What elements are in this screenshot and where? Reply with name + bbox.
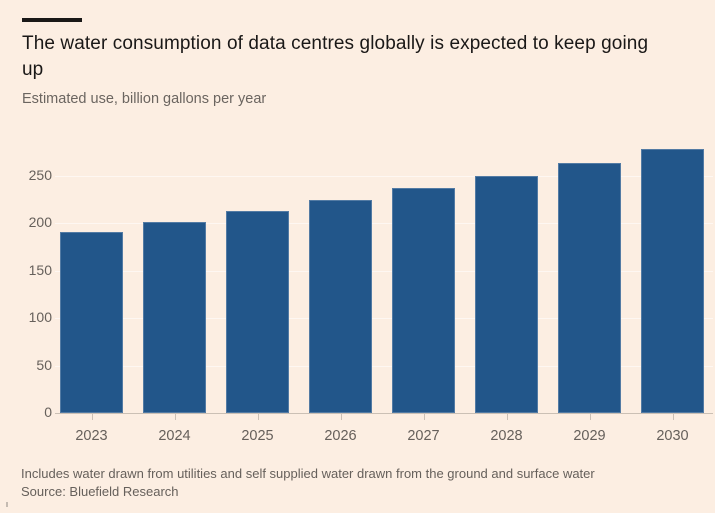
x-axis-label-2030: 2030 [656,428,689,444]
x-axis-tick-2028 [506,413,508,420]
chart-subtitle: Estimated use, billion gallons per year [22,91,267,107]
x-axis-label-2029: 2029 [573,428,606,444]
bar-slot-2029: 2029 [558,140,621,444]
x-axis-tick-2029 [589,413,591,420]
page-title: The water consumption of data centres gl… [22,33,649,80]
artifact-mark [6,502,8,507]
x-axis-tick-2030 [672,413,674,420]
bar-slot-2026: 2026 [309,140,372,444]
y-axis-label-100: 100 [28,309,52,326]
bar-chart: 2023 2024 2025 2026 2027 2028 2029 2030 0 50 100 1… [0,140,715,444]
source-line: Source: Bluefield Research [21,484,179,499]
bar-slot-2023: 2023 [60,140,123,444]
gridline-50 [55,365,713,367]
gridline-250 [55,176,713,178]
bar-slot-2030: 2030 [641,140,704,444]
bar-2024 [143,222,206,413]
bar-2026 [309,199,372,413]
bars-row: 2023 2024 2025 2026 2027 2028 2029 2030 [60,140,704,444]
x-axis-label-2023: 2023 [75,428,108,444]
y-axis-label-150: 150 [28,261,52,278]
x-axis-label-2028: 2028 [490,428,523,444]
gridline-200 [55,223,713,225]
gridline-100 [55,318,713,320]
gridline-150 [55,270,713,272]
x-axis-label-2026: 2026 [324,428,357,444]
bar-2023 [60,231,123,413]
bar-slot-2024: 2024 [143,140,206,444]
bar-slot-2025: 2025 [226,140,289,444]
x-axis-tick-2027 [423,413,425,420]
bar-2027 [392,188,455,413]
bar-2028 [475,176,538,413]
plot-area: 2023 2024 2025 2026 2027 2028 2029 2030 [55,140,713,444]
bar-2030 [641,148,704,413]
y-axis-label-200: 200 [28,214,52,231]
y-axis-label-50: 50 [36,356,52,373]
x-axis-tick-2023 [91,413,93,420]
x-axis-tick-2025 [257,413,259,420]
x-axis-tick-2024 [174,413,176,420]
x-axis-label-2027: 2027 [407,428,440,444]
x-axis-tick-2026 [340,413,342,420]
x-axis-label-2024: 2024 [158,428,191,444]
bar-slot-2028: 2028 [475,140,538,444]
y-axis-label-250: 250 [28,167,52,184]
bar-slot-2027: 2027 [392,140,455,444]
y-axis-label-0: 0 [44,404,52,420]
bar-2029 [558,162,621,413]
x-axis-line [55,413,713,414]
brand-bar [22,18,82,22]
bar-2025 [226,211,289,413]
footnote: Includes water drawn from utilities and … [21,466,595,481]
x-axis-label-2025: 2025 [241,428,274,444]
